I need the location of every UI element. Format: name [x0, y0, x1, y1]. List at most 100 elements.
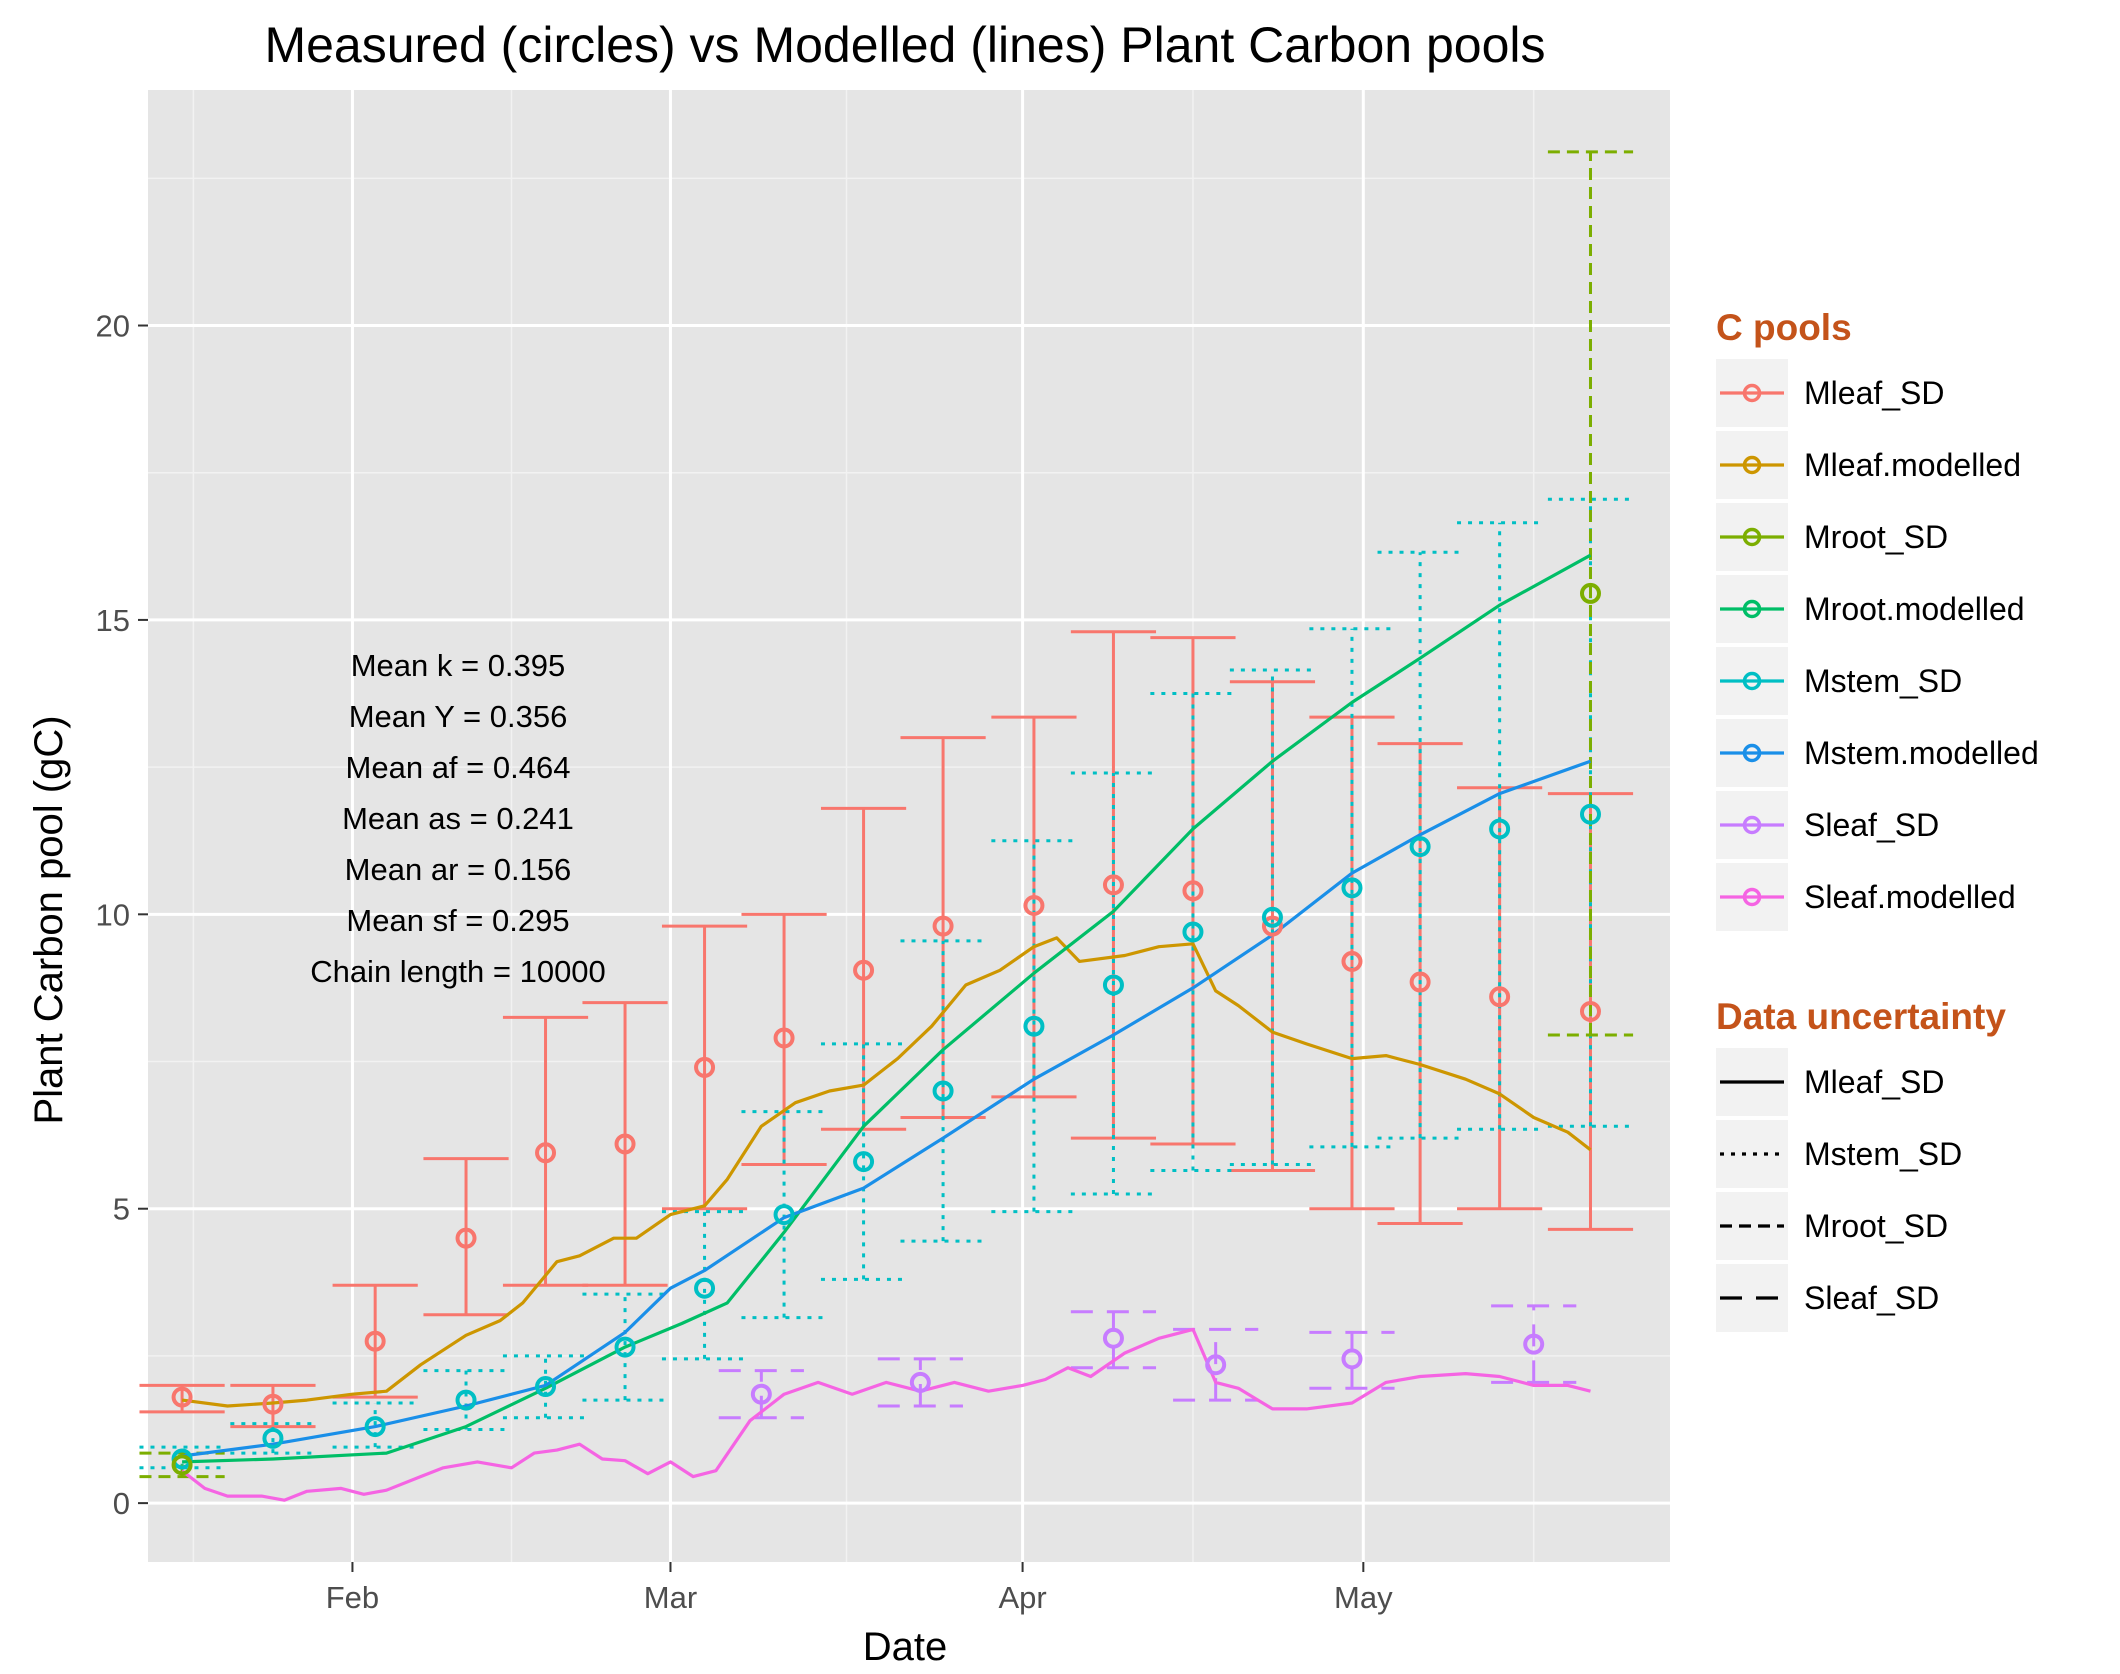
legend-label: Mroot.modelled — [1804, 591, 2025, 627]
data-point — [1102, 974, 1124, 996]
y-tick-label: 20 — [96, 309, 130, 344]
y-tick-label: 5 — [113, 1192, 130, 1227]
annotation-line: Mean as = 0.241 — [342, 801, 574, 836]
data-point — [1182, 921, 1204, 943]
x-axis: Feb Mar Apr May — [326, 1562, 1393, 1615]
data-point — [535, 1142, 557, 1164]
legend-title: C pools — [1716, 307, 1852, 348]
errorbar-series-mstem-sd — [139, 497, 1634, 1470]
data-point — [1261, 906, 1283, 928]
data-point — [455, 1389, 477, 1411]
data-point — [1341, 1348, 1363, 1370]
data-point — [1489, 818, 1511, 840]
data-point — [1489, 986, 1511, 1008]
legend-key-point — [1742, 743, 1762, 763]
legend-label: Mroot_SD — [1804, 519, 1948, 555]
legend-label: Mroot_SD — [1804, 1208, 1948, 1244]
legend-key-point — [1742, 455, 1762, 475]
data-point — [1341, 877, 1363, 899]
x-tick-label: May — [1334, 1580, 1393, 1615]
series-line-mstem-modelled — [181, 759, 1592, 1458]
annotation-line: Mean Y = 0.356 — [349, 699, 568, 734]
data-point — [932, 1080, 954, 1102]
data-point — [773, 1204, 795, 1226]
data-point — [614, 1133, 636, 1155]
legend-key-point — [1742, 887, 1762, 907]
legend-key-point — [1742, 815, 1762, 835]
data-point — [1182, 880, 1204, 902]
y-tick-label: 15 — [96, 603, 130, 638]
x-axis-title: Date — [863, 1625, 948, 1669]
data-point — [1102, 1327, 1124, 1349]
legend-key-point — [1742, 383, 1762, 403]
legend-label: Mleaf_SD — [1804, 375, 1945, 411]
series-line-mroot-modelled — [182, 553, 1592, 1464]
data-point — [614, 1336, 636, 1358]
model-parameter-annotations: Mean k = 0.395 Mean Y = 0.356 Mean af = 0.… — [310, 648, 606, 989]
legend-label: Mstem.modelled — [1804, 735, 2039, 771]
x-tick-label: Apr — [998, 1580, 1046, 1615]
data-point — [262, 1393, 284, 1415]
legend-key-point — [1742, 527, 1762, 547]
legend-label: Sleaf.modelled — [1804, 879, 2016, 915]
plot-background — [148, 90, 1670, 1562]
legend-label: Mstem_SD — [1804, 1136, 1962, 1172]
data-point — [853, 959, 875, 981]
y-axis: 0 5 10 15 20 — [96, 309, 148, 1521]
y-tick-label: 0 — [113, 1486, 130, 1521]
x-tick-label: Mar — [644, 1580, 697, 1615]
data-point — [262, 1427, 284, 1449]
legend-key-point — [1742, 599, 1762, 619]
data-point — [694, 1277, 716, 1299]
data-point — [1023, 1015, 1045, 1037]
legend-group-c-pools: C pools Mleaf_SD Mleaf.modelled Mroot_SD Mro… — [1716, 307, 2039, 931]
point-series-sleaf-sd — [750, 1327, 1545, 1405]
legend-label: Mleaf_SD — [1804, 1064, 1945, 1100]
legend-title: Data uncertainty — [1716, 996, 2006, 1037]
data-point — [1523, 1333, 1545, 1355]
data-point — [535, 1376, 557, 1398]
annotation-line: Mean k = 0.395 — [351, 648, 566, 683]
x-tick-label: Feb — [326, 1580, 379, 1615]
errorbar-series-sleaf-sd — [718, 1304, 1577, 1420]
data-point — [1261, 915, 1283, 937]
data-point — [455, 1227, 477, 1249]
plot-panel — [139, 90, 1670, 1562]
data-point — [1023, 894, 1045, 916]
data-point — [1205, 1354, 1227, 1376]
legend-group-data-uncertainty: Data uncertainty Mleaf_SD Mstem_SD Mroot_SD… — [1716, 996, 2006, 1332]
data-point — [1579, 582, 1601, 604]
series-line-mleaf-modelled — [181, 936, 1592, 1408]
annotation-line: Chain length = 10000 — [310, 954, 606, 989]
y-tick-label: 10 — [96, 897, 130, 932]
annotation-line: Mean af = 0.464 — [346, 750, 571, 785]
data-point — [1102, 874, 1124, 896]
point-series-mroot-sd — [171, 582, 1601, 1476]
data-point — [364, 1330, 386, 1352]
y-axis-title: Plant Carbon pool (gC) — [27, 715, 71, 1124]
data-point — [1341, 950, 1363, 972]
point-series-mleaf-sd — [171, 874, 1601, 1415]
data-point — [853, 1151, 875, 1173]
data-point — [364, 1416, 386, 1438]
data-point — [773, 1027, 795, 1049]
legend-label: Sleaf_SD — [1804, 1280, 1939, 1316]
data-point — [171, 1386, 193, 1408]
annotation-line: Mean ar = 0.156 — [345, 852, 572, 887]
data-point — [909, 1371, 931, 1393]
legend-key-point — [1742, 671, 1762, 691]
data-point — [1579, 803, 1601, 825]
legend-label: Mleaf.modelled — [1804, 447, 2021, 483]
annotation-line: Mean sf = 0.295 — [346, 903, 569, 938]
data-point — [1579, 1000, 1601, 1022]
series-line-sleaf-modelled — [181, 1327, 1591, 1502]
legend-label: Mstem_SD — [1804, 663, 1962, 699]
data-point — [1409, 971, 1431, 993]
legend-label: Sleaf_SD — [1804, 807, 1939, 843]
data-point — [171, 1454, 193, 1476]
chart-title: Measured (circles) vs Modelled (lines) P… — [264, 17, 1545, 73]
data-point — [694, 1056, 716, 1078]
legend: C pools Mleaf_SD Mleaf.modelled Mroot_SD Mro… — [1716, 307, 2039, 1332]
data-point — [750, 1383, 772, 1405]
